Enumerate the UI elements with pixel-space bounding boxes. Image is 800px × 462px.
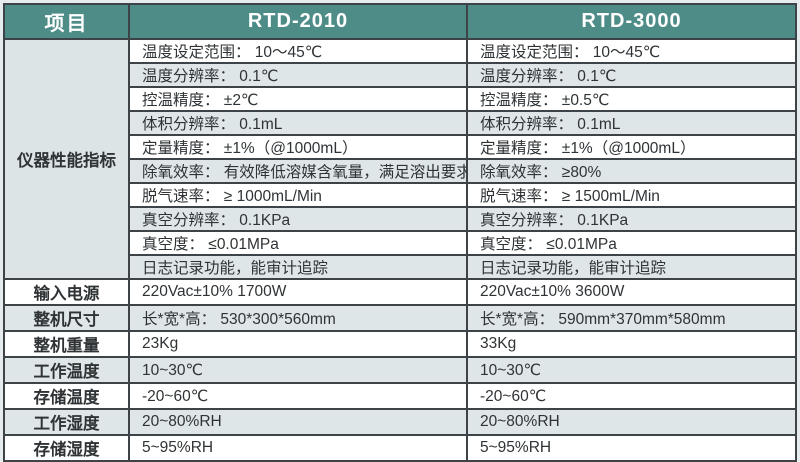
table-row: 脱气速率： ≥ 1000mL/Min 脱气速率： ≥ 1500mL/Min: [4, 182, 797, 208]
table-row: 真空分辨率： 0.1KPa 真空分辨率： 0.1KPa: [4, 206, 797, 232]
cell-rtd2010-storage-temp: -20~60℃: [128, 382, 468, 410]
cell-rtd2010-vacuum-resolution: 真空分辨率： 0.1KPa: [128, 206, 468, 232]
cell-rtd2010-volume-resolution: 体积分辨率： 0.1mL: [128, 110, 468, 136]
table-row: 存储温度 -20~60℃ -20~60℃: [3, 382, 797, 410]
cell-rtd3000-vacuum-degree: 真空度： ≤0.01MPa: [466, 230, 797, 256]
cell-rtd2010-deoxygen-efficiency: 除氧效率： 有效降低溶媒含氧量，满足溶出要求: [128, 158, 468, 184]
cell-rtd3000-input-power: 220Vac±10% 3600W: [466, 278, 797, 306]
row-label-working-humidity: 工作湿度: [3, 408, 130, 436]
performance-group-label: 仪器性能指标: [3, 38, 130, 280]
cell-rtd3000-degas-rate: 脱气速率： ≥ 1500mL/Min: [466, 182, 797, 208]
table-row: 仪器性能指标 温度设定范围： 10～45℃ 温度设定范围： 10～45℃: [3, 38, 797, 280]
table-row: 真空度： ≤0.01MPa 真空度： ≤0.01MPa: [4, 230, 797, 256]
cell-rtd3000-working-humidity: 20~80%RH: [466, 408, 797, 436]
header-item: 项目: [3, 3, 130, 40]
table-row: 工作温度 10~30℃ 10~30℃: [3, 356, 797, 384]
table-row: 除氧效率： 有效降低溶媒含氧量，满足溶出要求 除氧效率： ≥80%: [4, 158, 797, 184]
cell-rtd2010-temp-range: 温度设定范围： 10～45℃: [128, 38, 468, 64]
table-row: 体积分辨率： 0.1mL 体积分辨率： 0.1mL: [4, 110, 797, 136]
cell-rtd2010-logging: 日志记录功能，能审计追踪: [128, 254, 468, 280]
cell-rtd3000-temp-accuracy: 控温精度： ±0.5℃: [466, 86, 797, 112]
row-label-working-temp: 工作温度: [3, 356, 130, 384]
cell-rtd3000-temp-range: 温度设定范围： 10～45℃: [466, 38, 797, 64]
table-row: 输入电源 220Vac±10% 1700W 220Vac±10% 3600W: [3, 278, 797, 306]
cell-rtd3000-quantitative-accuracy: 定量精度： ±1%（@1000mL）: [466, 134, 797, 160]
row-label-storage-humidity: 存储湿度: [3, 434, 130, 462]
table-row: 工作湿度 20~80%RH 20~80%RH: [3, 408, 797, 436]
table-row: 温度分辨率： 0.1℃ 温度分辨率： 0.1℃: [4, 62, 797, 88]
cell-rtd2010-temp-accuracy: 控温精度： ±2℃: [128, 86, 468, 112]
cell-rtd2010-dimensions: 长*宽*高： 530*300*560mm: [128, 304, 468, 332]
cell-rtd2010-working-temp: 10~30℃: [128, 356, 468, 384]
product-spec-table: 项目 RTD-2010 RTD-3000 仪器性能指标 温度设定范围： 10～4…: [3, 3, 797, 462]
cell-rtd3000-weight: 33Kg: [466, 330, 797, 358]
cell-rtd3000-volume-resolution: 体积分辨率： 0.1mL: [466, 110, 797, 136]
cell-rtd2010-input-power: 220Vac±10% 1700W: [128, 278, 468, 306]
cell-rtd3000-storage-humidity: 5~95%RH: [466, 434, 797, 462]
table-row: 定量精度： ±1%（@1000mL） 定量精度： ±1%（@1000mL）: [4, 134, 797, 160]
header-product-rtd2010: RTD-2010: [128, 3, 468, 40]
table-row: 控温精度： ±2℃ 控温精度： ±0.5℃: [4, 86, 797, 112]
row-label-dimensions: 整机尺寸: [3, 304, 130, 332]
cell-rtd2010-storage-humidity: 5~95%RH: [128, 434, 468, 462]
table-row: 整机尺寸 长*宽*高： 530*300*560mm 长*宽*高： 590mm*3…: [3, 304, 797, 332]
cell-rtd2010-weight: 23Kg: [128, 330, 468, 358]
table-body: 仪器性能指标 温度设定范围： 10～45℃ 温度设定范围： 10～45℃ 温度分…: [3, 38, 797, 462]
header-row: 项目 RTD-2010 RTD-3000: [3, 3, 797, 40]
cell-rtd3000-dimensions: 长*宽*高： 590mm*370mm*580mm: [466, 304, 797, 332]
cell-rtd2010-quantitative-accuracy: 定量精度： ±1%（@1000mL）: [128, 134, 468, 160]
cell-rtd3000-storage-temp: -20~60℃: [466, 382, 797, 410]
cell-rtd2010-degas-rate: 脱气速率： ≥ 1000mL/Min: [128, 182, 468, 208]
table-row: 存储湿度 5~95%RH 5~95%RH: [3, 434, 797, 462]
cell-rtd3000-logging: 日志记录功能，能审计追踪: [466, 254, 797, 280]
row-label-input-power: 输入电源: [3, 278, 130, 306]
cell-rtd3000-vacuum-resolution: 真空分辨率： 0.1KPa: [466, 206, 797, 232]
cell-rtd2010-working-humidity: 20~80%RH: [128, 408, 468, 436]
table-row: 日志记录功能，能审计追踪 日志记录功能，能审计追踪: [4, 254, 797, 280]
header-product-rtd3000: RTD-3000: [466, 3, 797, 40]
cell-rtd3000-working-temp: 10~30℃: [466, 356, 797, 384]
table-row: 整机重量 23Kg 33Kg: [3, 330, 797, 358]
cell-rtd3000-deoxygen-efficiency: 除氧效率： ≥80%: [466, 158, 797, 184]
cell-rtd3000-temp-resolution: 温度分辨率： 0.1℃: [466, 62, 797, 88]
row-label-weight: 整机重量: [3, 330, 130, 358]
cell-rtd2010-temp-resolution: 温度分辨率： 0.1℃: [128, 62, 468, 88]
cell-rtd2010-vacuum-degree: 真空度： ≤0.01MPa: [128, 230, 468, 256]
row-label-storage-temp: 存储温度: [3, 382, 130, 410]
table-header: 项目 RTD-2010 RTD-3000: [3, 3, 797, 40]
